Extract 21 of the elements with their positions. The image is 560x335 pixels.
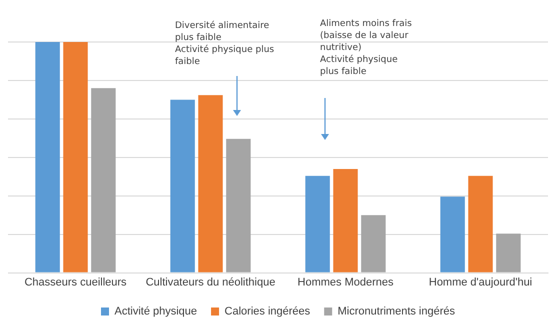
bar <box>170 100 195 272</box>
legend-label: Micronutriments ingérés <box>338 306 456 318</box>
bar <box>333 168 358 272</box>
bar <box>63 42 88 272</box>
bar <box>91 88 116 272</box>
bar <box>305 176 330 272</box>
legend-label: Calories ingérées <box>224 306 311 318</box>
bar <box>35 42 60 272</box>
bar <box>198 95 223 272</box>
x-tick-label: Homme d'aujourd'hui <box>428 276 532 288</box>
annotation: Diversité alimentaire plus faible Activité physique plus faible <box>175 20 274 68</box>
legend-label: Activité physique <box>114 306 198 318</box>
bar <box>440 196 465 272</box>
bar <box>361 215 386 272</box>
annotation: Aliments moins frais (baisse de la valeur nutritive) Activité physique plus faible <box>320 18 412 78</box>
bar <box>468 176 493 272</box>
x-tick-label: Chasseurs cueilleurs <box>24 276 128 288</box>
bar <box>496 234 521 272</box>
x-tick-label: Hommes Modernes <box>298 276 394 288</box>
x-tick-label: Cultivateurs du néolithique <box>146 276 276 288</box>
bar <box>226 138 251 272</box>
